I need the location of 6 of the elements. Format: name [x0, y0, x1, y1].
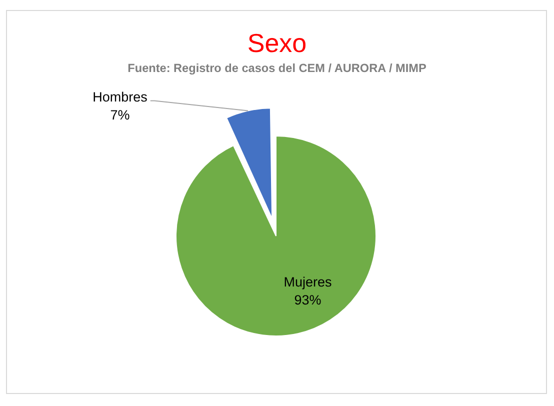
chart-title: Sexo	[246, 28, 308, 58]
chart-subtitle: Fuente: Registro de casos del CEM / AURORA / MIMP	[126, 61, 428, 75]
data-label: 93%	[294, 292, 322, 308]
slice-label: Mujeres	[284, 274, 332, 290]
slice-label: Hombres	[92, 89, 148, 104]
data-label: 7%	[110, 107, 130, 122]
